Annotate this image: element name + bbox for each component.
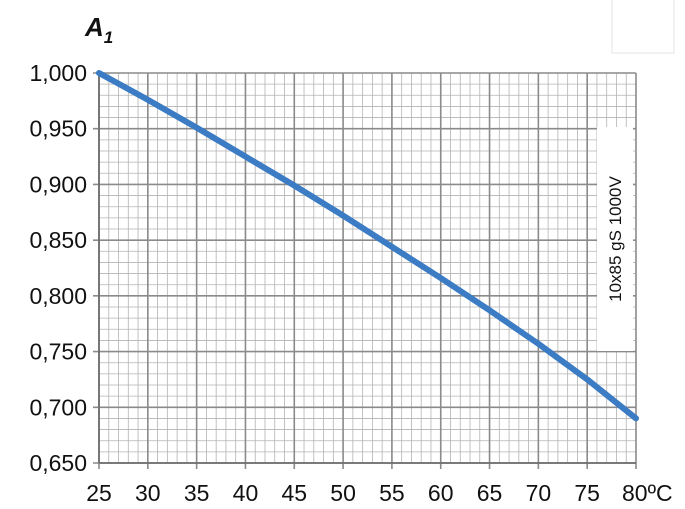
x-tick-label: 70 — [526, 480, 552, 506]
x-tick-labels: 25 30 35 40 45 50 55 60 65 70 75 80ºC — [86, 480, 672, 506]
data-point — [96, 70, 102, 76]
y-tick-label: 0,650 — [29, 450, 87, 476]
data-point — [633, 416, 639, 421]
y-tick-label: 0,800 — [29, 283, 87, 309]
x-tick-label: 25 — [86, 480, 112, 506]
annotation-box: 10x85 gS 1000V — [597, 127, 633, 351]
x-tick-label: 45 — [281, 480, 307, 506]
y-tick-label: 0,700 — [29, 394, 87, 420]
y-tick-labels: 0,650 0,700 0,750 0,800 0,850 0,900 0,950 1,000 — [29, 60, 87, 476]
x-tick-label: 35 — [184, 480, 210, 506]
data-point — [584, 377, 590, 382]
y-tick-label: 0,750 — [29, 339, 87, 365]
axes — [98, 73, 636, 464]
x-tick-label: 60 — [428, 480, 454, 506]
series-layer — [96, 70, 639, 422]
data-point — [389, 244, 395, 250]
y-tick-label: 0,950 — [29, 116, 87, 142]
grid-minor — [99, 73, 636, 463]
y-tick-label: 0,850 — [29, 227, 87, 253]
data-point — [243, 154, 248, 159]
grid-major — [93, 72, 637, 469]
data-point — [292, 183, 297, 188]
y-tick-label: 0,900 — [29, 171, 87, 197]
data-point — [340, 213, 346, 218]
data-point — [536, 341, 541, 346]
y-axis-title: A1 — [84, 12, 113, 47]
annotation-background — [597, 127, 633, 351]
data-point — [438, 275, 443, 281]
legend-placeholder-box — [611, 0, 675, 54]
x-tick-label: 80ºC — [622, 480, 673, 506]
x-tick-label: 75 — [574, 480, 600, 506]
x-tick-label: 50 — [330, 480, 356, 506]
y-axis-title-subscript: 1 — [104, 28, 113, 47]
data-point — [487, 308, 492, 313]
data-point — [194, 125, 199, 130]
annotation-label: 10x85 gS 1000V — [606, 175, 625, 301]
y-tick-label: 1,000 — [29, 60, 87, 86]
x-tick-label: 30 — [135, 480, 161, 506]
data-point — [145, 97, 151, 102]
series-line — [96, 70, 639, 422]
y-axis-title-main: A — [84, 12, 104, 42]
x-tick-label: 65 — [477, 480, 503, 506]
x-tick-label: 40 — [233, 480, 259, 506]
x-tick-label: 55 — [379, 480, 405, 506]
